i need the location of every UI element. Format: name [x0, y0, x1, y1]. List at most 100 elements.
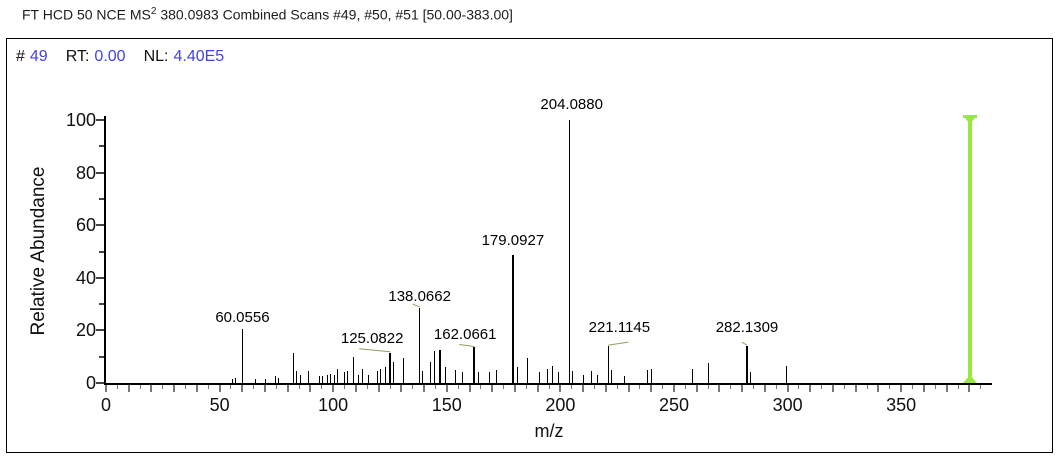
x-axis-minor-tick — [207, 385, 209, 389]
header-title-superscript: 2 — [150, 6, 157, 17]
scan-number-value: 49 — [29, 48, 48, 65]
x-axis-minor-tick — [707, 385, 709, 389]
x-axis-minor-tick — [843, 385, 845, 389]
y-axis-minor-tick — [99, 197, 104, 200]
x-axis-major-tick — [809, 385, 812, 392]
peak — [327, 375, 329, 383]
peak — [307, 371, 309, 383]
x-axis-minor-tick — [116, 385, 118, 389]
scan-info-line: #49 RT: 0.00 NL: 4.40E5 — [16, 48, 224, 66]
x-axis-line — [104, 383, 992, 385]
x-axis-major-tick — [264, 385, 267, 392]
x-axis-minor-tick — [457, 385, 459, 389]
y-axis-major-tick — [96, 276, 104, 279]
x-axis-minor-tick — [889, 385, 891, 389]
x-axis-tick-label: 300 — [772, 395, 803, 415]
x-axis-major-tick — [968, 385, 971, 392]
x-axis-major-tick — [922, 385, 925, 392]
x-axis-tick-label: 100 — [318, 395, 349, 415]
x-axis-minor-tick — [344, 385, 346, 389]
peak — [292, 352, 295, 383]
x-axis-minor-tick — [684, 385, 686, 389]
peak — [255, 379, 257, 383]
x-axis-minor-tick — [798, 385, 800, 389]
x-axis-major-tick — [673, 385, 675, 392]
peak — [322, 375, 324, 383]
peak — [707, 363, 709, 383]
peak — [389, 352, 391, 383]
peak — [623, 376, 625, 383]
peak — [433, 351, 436, 383]
peak — [362, 368, 364, 383]
y-axis-minor-tick — [99, 145, 104, 148]
peak — [337, 368, 339, 383]
x-axis-minor-tick — [616, 385, 618, 389]
peak — [749, 372, 751, 383]
x-axis-major-tick — [173, 385, 176, 392]
x-axis-major-tick — [195, 385, 198, 392]
peak-label-callout-line — [459, 343, 475, 347]
x-axis-minor-tick — [753, 385, 755, 389]
peak — [526, 358, 528, 383]
rt-value: 0.00 — [94, 48, 126, 65]
nl-label: NL: — [143, 48, 169, 65]
peak — [650, 368, 652, 383]
x-axis-major-tick — [423, 385, 426, 392]
nl-value: 4.40E5 — [173, 48, 225, 65]
peak — [785, 365, 787, 383]
y-axis-tick-label: 0 — [85, 373, 96, 393]
x-axis-major-tick — [150, 385, 153, 392]
y-axis-line — [104, 116, 106, 385]
x-axis-major-tick — [786, 385, 789, 392]
peak — [597, 375, 599, 383]
x-axis-tick-label: 150 — [431, 395, 462, 415]
x-axis-major-tick — [763, 385, 766, 392]
x-axis-minor-tick — [162, 385, 164, 389]
peak — [296, 371, 298, 383]
x-axis-major-tick — [491, 385, 494, 392]
peak — [647, 369, 649, 383]
peak — [231, 379, 233, 383]
y-axis-minor-tick — [99, 303, 104, 306]
peak — [746, 346, 748, 383]
x-axis-major-tick — [377, 385, 380, 392]
peak — [462, 372, 464, 383]
x-axis-major-tick — [877, 385, 880, 392]
peak — [392, 361, 394, 383]
peak-label: 138.0662 — [388, 288, 451, 306]
peak-label-callout-line — [608, 341, 629, 346]
x-axis-major-tick — [513, 385, 516, 392]
x-axis-major-tick — [445, 385, 448, 392]
peak — [551, 365, 553, 383]
precursor-marker-top-cap — [962, 115, 977, 118]
peak-label: 204.0880 — [540, 96, 603, 113]
x-axis-major-tick — [400, 385, 403, 392]
peak — [516, 367, 518, 383]
x-axis-minor-tick — [548, 385, 550, 389]
x-axis-major-tick — [218, 385, 221, 392]
header-title-suffix: 380.0983 Combined Scans #49, #50, #51 [5… — [156, 6, 513, 23]
x-axis-minor-tick — [775, 385, 777, 389]
peak-label: 60.0556 — [215, 309, 270, 327]
x-axis-major-tick — [695, 385, 698, 392]
peak — [557, 372, 559, 383]
peak — [496, 369, 498, 383]
x-axis-major-tick — [354, 385, 357, 392]
x-axis-major-tick — [650, 385, 653, 392]
y-axis-tick-label: 20 — [75, 320, 96, 341]
peak — [235, 377, 236, 383]
precursor-marker-line — [967, 118, 972, 383]
x-axis-tick-label: 350 — [886, 395, 917, 415]
y-axis-major-tick — [96, 171, 104, 174]
x-axis-tick-label: 250 — [658, 395, 690, 415]
peak — [319, 376, 321, 383]
peak — [278, 377, 280, 383]
x-axis-minor-tick — [639, 385, 641, 389]
peak-label: 162.0661 — [433, 326, 497, 344]
peak — [489, 372, 491, 383]
peak — [357, 375, 359, 383]
peak — [422, 371, 424, 383]
x-axis-minor-tick — [480, 385, 482, 389]
peak — [333, 375, 335, 383]
